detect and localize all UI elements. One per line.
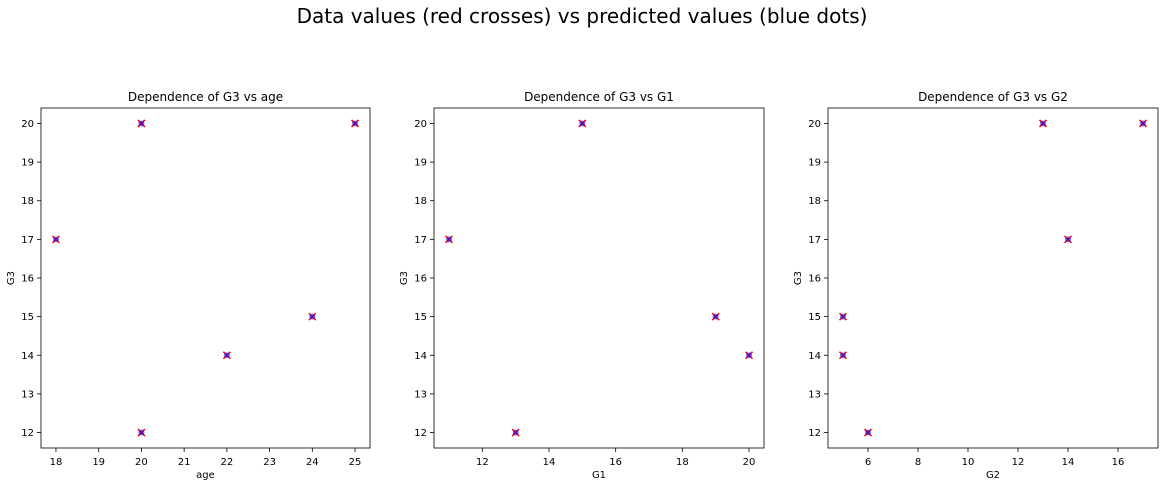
y-axis-label: G3 [399,271,410,285]
y-tick-label: 18 [414,196,427,207]
x-tick-label: 18 [50,457,63,468]
y-tick-label: 19 [414,158,427,169]
subplot-title: Dependence of G3 vs G1 [524,90,674,104]
plot-frame [433,107,765,449]
predicted-point-dot [446,236,452,243]
figure-title: Data values (red crosses) vs predicted v… [296,4,868,28]
x-axis-label: age [196,470,215,481]
y-axis-label: G3 [793,271,804,285]
y-tick-label: 13 [21,389,34,400]
subplot-3: Dependence of G3 vs G2 6 8 10 12 14 16 12 13 14 15… [793,90,1159,481]
predicted-point-dot [138,120,145,127]
predicted-point-dot [840,352,846,359]
y-tick-label: 12 [414,428,427,439]
x-tick-label: 25 [349,457,362,468]
x-tick-label: 20 [743,457,756,468]
x-tick-label: 18 [676,457,689,468]
x-tick-label: 6 [865,457,871,468]
predicted-point-dot [512,429,519,436]
predicted-point-dot [352,120,359,127]
x-tick-label: 10 [962,457,975,468]
predicted-point-dot [579,120,586,127]
y-tick-label: 18 [808,196,821,207]
x-axis-label: G1 [592,470,606,481]
plot-frame [40,107,371,449]
predicted-point-dot [712,313,719,320]
predicted-point-dot [840,313,846,320]
predicted-point-dot [865,429,871,436]
x-tick-label: 22 [220,457,233,468]
y-tick-label: 14 [414,351,427,362]
subplot-1: Dependence of G3 vs age 18 19 20 21 22 23 24 25 1… [6,90,371,481]
y-tick-label: 12 [21,428,34,439]
x-tick-label: 19 [92,457,105,468]
y-tick-label: 18 [21,196,34,207]
predicted-point-dot [52,236,59,243]
x-tick-label: 12 [476,457,489,468]
y-tick-label: 19 [21,158,34,169]
predicted-point-dot [309,313,316,320]
y-tick-label: 19 [808,158,821,169]
x-tick-label: 23 [263,457,276,468]
y-tick-label: 17 [414,235,427,246]
y-tick-label: 15 [21,312,34,323]
predicted-point-dot [138,429,145,436]
x-axis-label: G2 [986,470,1000,481]
subplot-title: Dependence of G3 vs age [128,90,283,104]
y-tick-label: 15 [414,312,427,323]
x-tick-label: 16 [609,457,622,468]
x-tick-label: 12 [1012,457,1025,468]
y-tick-label: 13 [808,389,821,400]
predicted-point-dot [746,352,752,359]
y-tick-label: 16 [808,274,821,285]
subplot-title: Dependence of G3 vs G2 [918,90,1068,104]
y-tick-label: 16 [21,274,34,285]
y-axis-label: G3 [6,271,17,285]
subplot-2: Dependence of G3 vs G1 12 14 16 18 20 12 13 14 15… [399,90,765,481]
predicted-point-dot [1040,120,1046,127]
x-tick-label: 14 [1062,457,1075,468]
y-tick-label: 17 [21,235,34,246]
y-tick-label: 14 [21,351,34,362]
plot-frame [827,107,1159,449]
y-tick-label: 17 [808,235,821,246]
y-tick-label: 12 [808,428,821,439]
y-tick-label: 13 [414,389,427,400]
y-tick-label: 20 [808,119,821,130]
y-tick-label: 16 [414,274,427,285]
x-tick-label: 21 [178,457,191,468]
predicted-point-dot [1065,236,1071,243]
x-tick-label: 20 [135,457,148,468]
x-tick-label: 24 [306,457,319,468]
y-tick-label: 20 [21,119,34,130]
x-tick-label: 8 [915,457,921,468]
y-tick-label: 14 [808,351,821,362]
y-tick-label: 15 [808,312,821,323]
y-tick-label: 20 [414,119,427,130]
x-tick-label: 14 [543,457,556,468]
predicted-point-dot [223,352,230,359]
predicted-point-dot [1140,120,1146,127]
x-tick-label: 16 [1112,457,1125,468]
